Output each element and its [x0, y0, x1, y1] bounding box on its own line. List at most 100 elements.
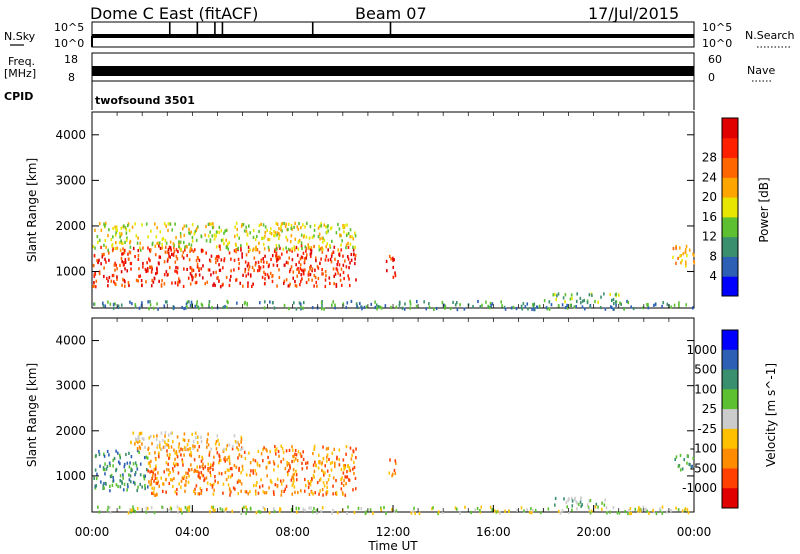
range-gate-cell: [113, 456, 116, 461]
range-gate-cell: [258, 264, 260, 269]
range-gate-cell: [178, 279, 181, 283]
range-gate-cell: [202, 474, 205, 478]
range-gate-cell: [280, 482, 283, 486]
range-gate-cell: [176, 455, 179, 459]
range-gate-cell: [392, 275, 395, 279]
range-gate-cell: [286, 472, 289, 477]
range-gate-cell: [142, 261, 144, 266]
range-gate-cell: [288, 468, 290, 473]
range-gate-cell: [247, 262, 250, 266]
range-gate-cell: [489, 505, 492, 509]
time-tick-label: 00:00: [75, 525, 110, 539]
range-gate-cell: [161, 489, 164, 493]
range-gate-cell: [200, 302, 203, 306]
range-gate-cell: [182, 284, 185, 289]
range-gate-cell: [218, 230, 220, 234]
range-gate-cell: [647, 303, 649, 307]
range-gate-cell: [273, 492, 275, 496]
range-gate-cell: [187, 300, 190, 304]
range-gate-cell: [160, 284, 163, 288]
range-gate-cell: [170, 248, 172, 252]
range-gate-cell: [376, 305, 379, 309]
range-gate-cell: [334, 306, 336, 310]
range-gate-cell: [200, 489, 203, 493]
range-gate-cell: [210, 273, 212, 277]
range-gate-cell: [96, 472, 98, 476]
range-gate-cell: [151, 242, 154, 247]
colorbar-frame: [721, 329, 739, 509]
range-gate-cell: [212, 222, 214, 226]
range-gate-cell: [260, 259, 263, 263]
range-gate-cell: [336, 511, 339, 515]
range-gate-cell: [317, 266, 320, 270]
range-gate-cell: [561, 303, 564, 307]
range-gate-cell: [155, 481, 157, 485]
range-gate-cell: [185, 475, 188, 480]
range-gate-cell: [252, 471, 255, 475]
range-gate-cell: [166, 468, 168, 472]
range-gate-cell: [348, 466, 351, 470]
range-gate-cell: [352, 245, 354, 249]
range-gate-cell: [103, 454, 106, 458]
range-gate-cell: [275, 244, 278, 248]
colorbar-swatch: [722, 197, 738, 218]
range-gate-cell: [342, 270, 345, 275]
range-gate-cell: [113, 263, 116, 267]
range-gate-cell: [236, 301, 238, 305]
range-gate-cell: [307, 479, 310, 484]
range-gate-cell: [295, 284, 298, 288]
range-gate-cell: [332, 267, 335, 271]
range-gate-cell: [120, 239, 122, 243]
range-gate-cell: [299, 267, 302, 271]
range-gate-cell: [354, 234, 357, 238]
range-gate-cell: [205, 445, 208, 449]
range-gate-cell: [127, 252, 129, 256]
range-gate-cell: [295, 263, 297, 267]
range-gate-cell: [137, 248, 140, 253]
range-gate-cell: [128, 473, 130, 477]
range-gate-cell: [291, 475, 293, 479]
range-gate-cell: [139, 274, 142, 278]
range-gate-cell: [575, 304, 577, 309]
range-gate-cell: [562, 296, 565, 300]
range-gate-cell: [190, 246, 192, 251]
range-gate-cell: [129, 461, 131, 465]
range-gate-cell: [111, 243, 114, 247]
range-gate-cell: [351, 453, 353, 457]
range-gate-cell: [590, 509, 593, 513]
range-gate-cell: [352, 488, 354, 492]
range-gate-cell: [244, 490, 247, 494]
range-gate-cell: [164, 431, 167, 435]
range-gate-cell: [548, 300, 551, 304]
range-gate-cell: [280, 222, 283, 226]
range-gate-cell: [390, 305, 392, 310]
range-gate-cell: [294, 279, 296, 284]
range-gate-cell: [317, 466, 320, 470]
range-gate-cell: [215, 230, 218, 234]
range-tick-label: 1000: [55, 469, 86, 483]
range-gate-cell: [297, 266, 299, 271]
range-gate-cell: [187, 439, 190, 443]
range-gate-cell: [145, 506, 148, 510]
range-gate-cell: [341, 239, 343, 243]
range-gate-cell: [146, 506, 149, 511]
range-gate-cell: [258, 301, 261, 305]
range-gate-cell: [274, 234, 276, 238]
range-gate-cell: [155, 467, 157, 471]
range-gate-cell: [297, 506, 300, 511]
range-gate-cell: [207, 234, 210, 238]
range-gate-cell: [313, 447, 316, 451]
range-gate-cell: [142, 246, 144, 250]
range-gate-cell: [345, 234, 348, 238]
range-gate-cell: [120, 303, 123, 307]
range-gate-cell: [338, 448, 341, 452]
range-gate-cell: [343, 276, 345, 281]
range-gate-cell: [672, 246, 675, 251]
range-gate-cell: [193, 469, 196, 474]
range-gate-cell: [186, 506, 189, 510]
range-gate-cell: [181, 254, 184, 258]
range-gate-cell: [238, 468, 240, 472]
range-gate-cell: [227, 455, 230, 460]
range-gate-cell: [126, 482, 129, 487]
range-gate-cell: [194, 304, 197, 309]
